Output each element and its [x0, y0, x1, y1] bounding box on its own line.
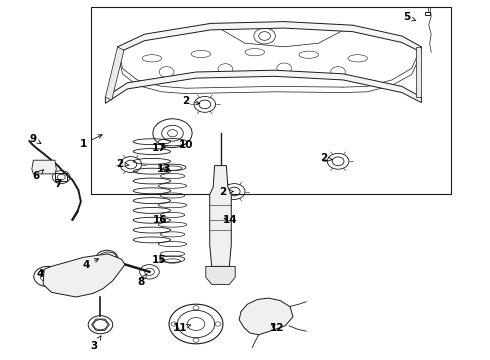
Text: 11: 11: [173, 323, 191, 333]
Text: 2: 2: [117, 159, 129, 169]
Text: 13: 13: [157, 164, 172, 174]
Text: 4: 4: [82, 259, 98, 270]
Text: 2: 2: [320, 153, 333, 163]
Text: 6: 6: [33, 170, 44, 181]
Polygon shape: [239, 298, 293, 335]
Text: 9: 9: [30, 134, 41, 144]
Polygon shape: [416, 47, 421, 97]
Polygon shape: [118, 22, 421, 53]
Polygon shape: [105, 47, 124, 100]
Text: 14: 14: [223, 215, 238, 225]
Text: 7: 7: [54, 179, 62, 189]
Bar: [91, 7, 451, 194]
Polygon shape: [43, 254, 125, 297]
Text: 15: 15: [152, 255, 167, 265]
Text: 2: 2: [183, 96, 200, 106]
Text: 17: 17: [152, 143, 167, 153]
Polygon shape: [105, 70, 421, 103]
Polygon shape: [210, 166, 231, 266]
Text: 3: 3: [91, 336, 101, 351]
Text: 10: 10: [179, 140, 194, 150]
Polygon shape: [206, 266, 235, 284]
Polygon shape: [32, 160, 56, 174]
Text: 2: 2: [220, 186, 233, 197]
Text: 4: 4: [36, 269, 44, 279]
Text: 8: 8: [138, 274, 147, 287]
Text: 12: 12: [270, 323, 284, 333]
Text: 5: 5: [403, 12, 416, 22]
Text: 16: 16: [153, 215, 168, 225]
Text: 1: 1: [80, 135, 102, 149]
